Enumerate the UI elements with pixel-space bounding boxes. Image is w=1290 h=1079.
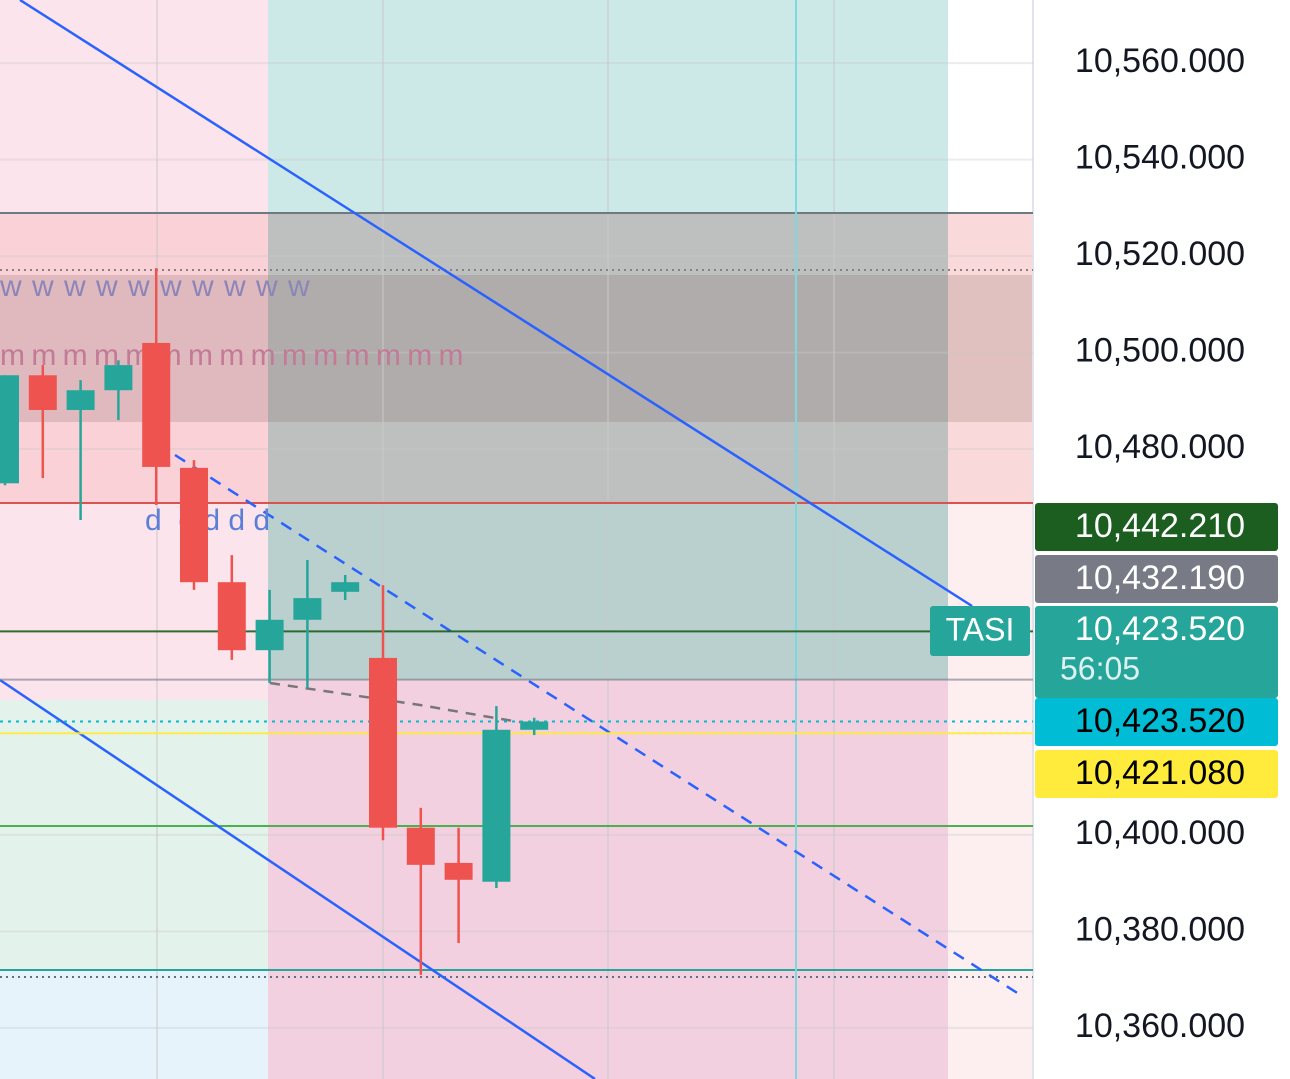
candle-body bbox=[406, 827, 435, 865]
candle-body bbox=[142, 342, 171, 467]
candle-body bbox=[66, 390, 95, 410]
symbol-box bbox=[930, 606, 1030, 656]
vgrid bbox=[0, 0, 1033, 1079]
candle-body bbox=[520, 721, 549, 730]
channel-line bbox=[0, 678, 596, 1079]
price-label-box bbox=[1035, 750, 1278, 798]
candle-body bbox=[293, 598, 322, 620]
candle-body bbox=[444, 862, 473, 880]
price-label: 10,432.190 bbox=[1075, 559, 1245, 597]
y-tick-label: 10,480.000 bbox=[1075, 428, 1245, 466]
y-tick-label: 10,400.000 bbox=[1075, 814, 1245, 852]
price-label-box bbox=[1035, 606, 1278, 698]
candle-body bbox=[217, 582, 246, 651]
zone bbox=[0, 275, 1033, 422]
countdown: 56:05 bbox=[1060, 650, 1140, 686]
price-label: 10,423.520 bbox=[1075, 702, 1245, 740]
candle-body bbox=[482, 729, 511, 882]
annotation: m m m m m m m m m m m m m m m bbox=[0, 339, 463, 372]
trend-line bbox=[269, 681, 521, 724]
price-label: 10,442.210 bbox=[1075, 507, 1245, 545]
price-label: 10,423.520 bbox=[1075, 610, 1245, 648]
price-label-box bbox=[1035, 555, 1278, 603]
channel-line bbox=[19, 0, 973, 608]
candle-body bbox=[369, 657, 397, 828]
y-tick-label: 10,380.000 bbox=[1075, 910, 1245, 948]
candle-body bbox=[255, 619, 284, 651]
y-tick-label: 10,560.000 bbox=[1075, 42, 1245, 80]
y-tick-label: 10,520.000 bbox=[1075, 235, 1245, 273]
candle-body bbox=[0, 375, 19, 484]
annotations: w w w w w w w w w w m m m m m m m m m m … bbox=[0, 270, 464, 537]
candle-body bbox=[331, 582, 360, 592]
zone bbox=[0, 970, 268, 1079]
candle-body bbox=[28, 375, 57, 410]
y-tick-label: 10,500.000 bbox=[1075, 332, 1245, 370]
price-label: 10,421.080 bbox=[1075, 754, 1245, 792]
price-label-box bbox=[1035, 698, 1278, 746]
plot: 10,360.000 10,380.000 10,400.000 10,480.000… bbox=[0, 42, 1278, 1045]
annotation: w w w w w w w w w w bbox=[0, 270, 311, 303]
candle-body bbox=[180, 467, 208, 583]
zone bbox=[0, 213, 1033, 503]
symbol-label: TASI bbox=[946, 611, 1015, 647]
price-label-box bbox=[1035, 503, 1278, 551]
drawings bbox=[0, 0, 1033, 1079]
y-tick-label: 10,360.000 bbox=[1075, 1007, 1245, 1045]
candle-body bbox=[104, 365, 133, 391]
y-tick-label: 10,540.000 bbox=[1075, 139, 1245, 177]
zone bbox=[0, 700, 268, 970]
